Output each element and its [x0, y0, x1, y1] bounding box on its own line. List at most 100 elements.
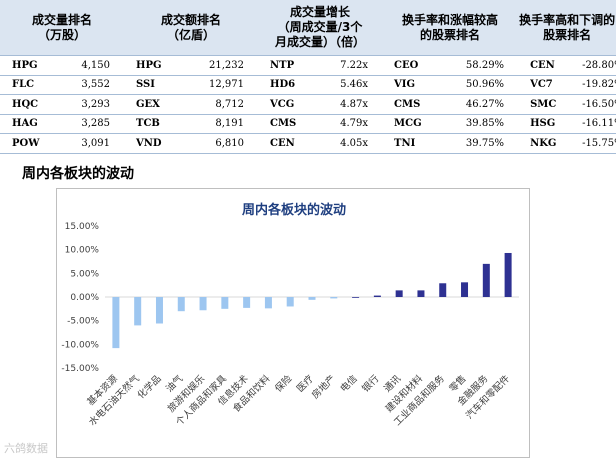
table-cell: VC7 [518, 74, 579, 95]
table-row: HQC 3,293 GEX 8,712 VCG 4.87x CMS 46.27%… [0, 94, 616, 114]
x-tick-label: 房地产 [309, 373, 338, 402]
table-cell: POW [0, 133, 72, 154]
header-turnover-gain-text: 换手率和涨幅较高 的股票排名 [402, 12, 499, 42]
header-turnover-gain: 换手率和涨幅较高 的股票排名 [382, 0, 519, 56]
header-volume-rank-text: 成交量排名 （万股） [32, 12, 93, 42]
bar-18 [504, 252, 512, 297]
section-title: 周内各板块的波动 [22, 166, 134, 182]
table-cell: VCG [258, 94, 331, 114]
table-cell: 21,232 [196, 55, 259, 75]
sector-chart-panel: 周内各板块的波动 15.00% 10.00% 5.00% 0.00% -5.00% -10… [56, 188, 530, 458]
table-cell: 4,150 [72, 55, 125, 75]
stock-ranking-table: 成交量排名 （万股） 成交额排名 （亿盾） 成交量增长 （周成交量/3个 月成交… [0, 0, 616, 154]
table-cell: NKG [518, 133, 579, 154]
y-tick-label: 15.00% [65, 222, 100, 232]
table-cell: 58.29% [454, 55, 519, 75]
table-cell: CMS [258, 113, 331, 134]
table-cell: VIG [382, 74, 455, 95]
table-cell: HD6 [258, 74, 331, 95]
sector-bar-chart: 15.00% 10.00% 5.00% 0.00% -5.00% -10.00% -15.0… [61, 222, 519, 428]
bar-9 [308, 297, 316, 300]
bar-3 [177, 297, 185, 312]
table-cell: GEX [124, 94, 197, 114]
table-cell: 8,712 [196, 94, 259, 114]
table-cell: NTP [258, 55, 331, 75]
bar-16 [461, 282, 469, 297]
x-tick-label: 银行 [360, 372, 382, 394]
x-tick-label: 化学品 [135, 373, 164, 402]
header-value-rank-text: 成交额排名 （亿盾） [161, 12, 222, 42]
header-volume-growth: 成交量增长 （周成交量/3个 月成交量）（倍） [258, 0, 383, 56]
bar-17 [482, 263, 490, 297]
table-cell: 8,191 [196, 113, 259, 134]
chart-title: 周内各板块的波动 [241, 203, 346, 218]
table-cell: 5.46x [330, 74, 383, 95]
bar-10 [330, 297, 338, 299]
table-cell: CEO [382, 55, 455, 75]
table-cell: 3,091 [72, 133, 125, 154]
table-row: HAG 3,285 TCB 8,191 CMS 4.79x MCG 39.85%… [0, 113, 616, 134]
y-tick-label: 10.00% [65, 246, 100, 256]
y-tick-label: -10.00% [61, 340, 99, 350]
table-cell: -16.11% [578, 113, 616, 134]
table-cell: 4.05x [330, 133, 383, 154]
table-row: HPG 4,150 HPG 21,232 NTP 7.22x CEO 58.29… [0, 55, 616, 75]
bar-14 [417, 290, 425, 297]
table-cell: 3,293 [72, 94, 125, 114]
table-cell: 4.79x [330, 113, 383, 134]
y-tick-label: -5.00% [67, 317, 99, 327]
table-cell: 4.87x [330, 94, 383, 114]
table-row: FLC 3,552 SSI 12,971 HD6 5.46x VIG 50.96… [0, 74, 616, 95]
table-cell: 39.75% [454, 133, 519, 154]
table-cell: 50.96% [454, 74, 519, 95]
y-tick-label: 5.00% [70, 269, 99, 279]
table-cell: 3,552 [72, 74, 125, 95]
header-value-rank: 成交额排名 （亿盾） [124, 0, 259, 56]
table-cell: CEN [518, 55, 579, 75]
y-tick-label: -15.00% [61, 364, 99, 374]
header-volume-rank: 成交量排名 （万股） [0, 0, 125, 56]
table-cell: 46.27% [454, 94, 519, 114]
table-cell: -28.80% [578, 55, 616, 75]
bar-0 [112, 297, 120, 349]
table-cell: HQC [0, 94, 72, 114]
table-header-row: 成交量排名 （万股） 成交额排名 （亿盾） 成交量增长 （周成交量/3个 月成交… [0, 0, 616, 56]
table-cell: TNI [382, 133, 455, 154]
bar-5 [221, 297, 229, 309]
table-cell: HPG [0, 55, 72, 75]
table-cell: TCB [124, 113, 197, 134]
table-cell: 6,810 [196, 133, 259, 154]
table-cell: MCG [382, 113, 455, 134]
bar-7 [264, 297, 272, 309]
table-cell: CMS [382, 94, 455, 114]
table-cell: 3,285 [72, 113, 125, 134]
header-turnover-loss: 换手率高和下调的 股票排名 [518, 0, 616, 56]
bar-4 [199, 297, 207, 311]
table-cell: CEN [258, 133, 331, 154]
table-cell: -15.75% [578, 133, 616, 154]
table-cell: 39.85% [454, 113, 519, 134]
table-cell: HSG [518, 113, 579, 134]
bar-1 [134, 297, 142, 326]
table-cell: SSI [124, 74, 197, 95]
y-tick-label: 0.00% [70, 293, 99, 303]
table-cell: SMC [518, 94, 579, 114]
bar-2 [155, 297, 163, 324]
watermark: 六鸽数据 [4, 442, 48, 455]
bar-11 [352, 297, 360, 298]
bar-13 [395, 290, 403, 297]
x-tick-label: 电信 [338, 373, 360, 395]
table-cell: VND [124, 133, 197, 154]
header-volume-growth-text: 成交量增长 （周成交量/3个 月成交量）（倍） [275, 5, 366, 49]
header-turnover-loss-text: 换手率高和下调的 股票排名 [519, 12, 616, 42]
bar-8 [286, 297, 294, 307]
table-cell: -16.50% [578, 94, 616, 114]
table-cell: 12,971 [196, 74, 259, 95]
table-cell: HAG [0, 113, 72, 134]
table-cell: HPG [124, 55, 197, 75]
bar-15 [439, 283, 447, 297]
bar-12 [373, 295, 381, 297]
x-tick-label: 保险 [272, 372, 294, 394]
table-row: POW 3,091 VND 6,810 CEN 4.05x TNI 39.75%… [0, 133, 616, 154]
table-cell: -19.82% [578, 74, 616, 95]
